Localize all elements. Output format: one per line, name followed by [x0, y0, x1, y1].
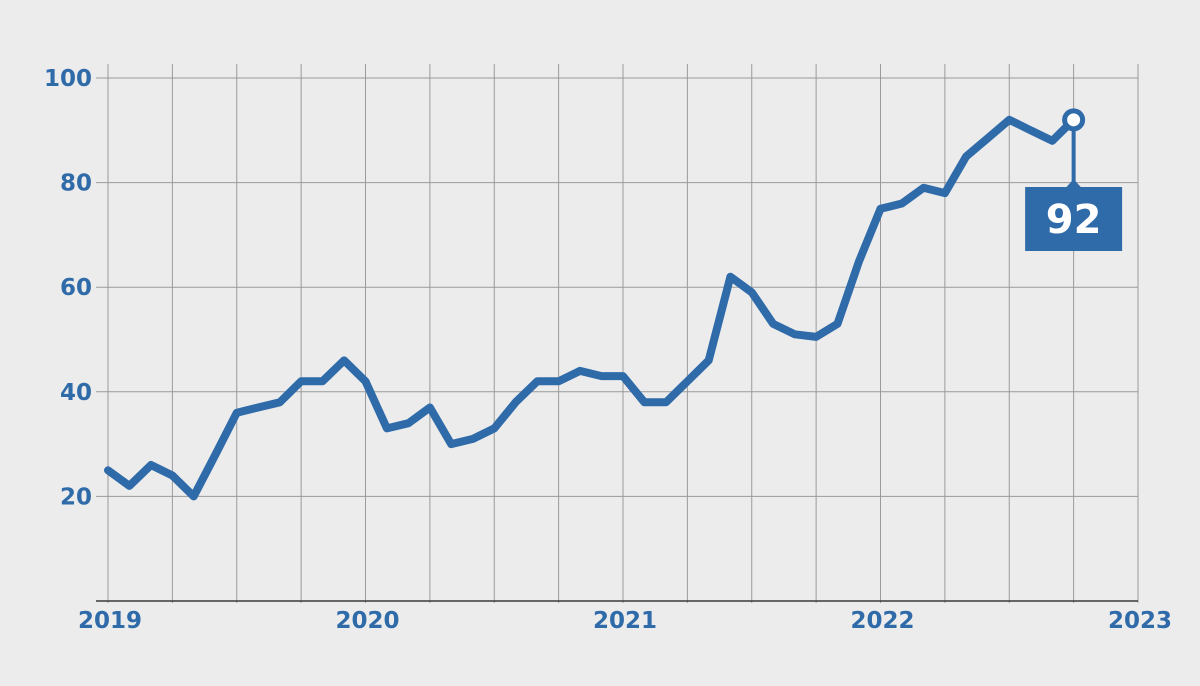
- y-tick-label: 60: [60, 275, 92, 301]
- x-tick-label: 2019: [78, 608, 142, 634]
- series-line: [104, 115, 1078, 501]
- callout-box: [1025, 187, 1123, 251]
- callout-value-label: 92: [1046, 197, 1102, 243]
- x-tick-label: 2022: [850, 608, 914, 634]
- callout-pointer: [1065, 179, 1082, 188]
- x-tick-label: 2023: [1108, 608, 1172, 634]
- x-tick-label: 2020: [335, 608, 399, 634]
- x-tick-label: 2021: [593, 608, 657, 634]
- y-tick-label: 20: [60, 484, 92, 510]
- last-point-marker: [1062, 108, 1086, 132]
- y-tick-label: 40: [60, 380, 92, 406]
- tick-labels: 20 40 60 80 100 2019 2020 2021 2022 2023: [44, 66, 1172, 634]
- value-callout: 92: [1025, 108, 1123, 251]
- y-tick-label: 80: [60, 171, 92, 197]
- gridlines: [96, 64, 1139, 603]
- series-layer: [104, 115, 1078, 501]
- y-tick-label: 100: [44, 66, 92, 92]
